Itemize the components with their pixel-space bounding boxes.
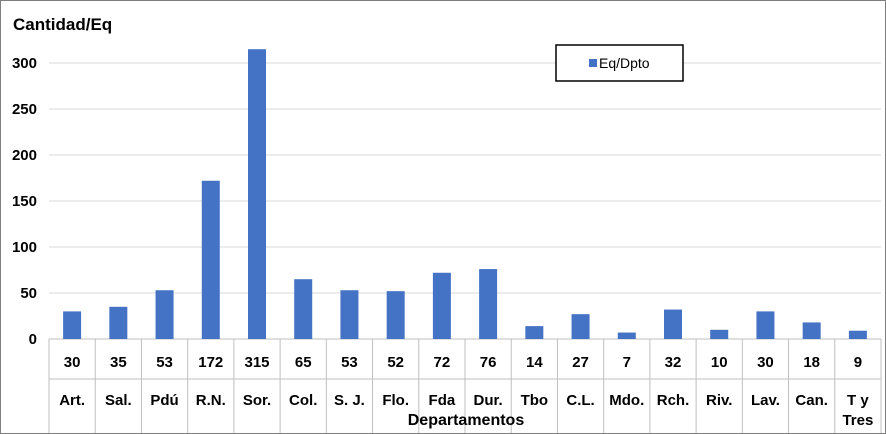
table-category: Flo.: [382, 392, 409, 409]
table-value: 35: [110, 354, 127, 371]
bar: [201, 180, 220, 339]
table-value: 76: [480, 354, 497, 371]
bar: [664, 309, 682, 339]
table-category: Dur.: [474, 392, 503, 409]
legend: Eq/Dpto: [555, 44, 684, 82]
table-category: Lav.: [751, 392, 780, 409]
table-value: 72: [434, 354, 451, 371]
bar: [340, 290, 359, 339]
y-tick-label: 100: [12, 239, 37, 256]
bar: [802, 322, 821, 339]
table-category: Fda: [429, 392, 456, 409]
table-value: 315: [244, 354, 269, 371]
y-tick-label: 200: [12, 147, 37, 164]
bar: [617, 332, 636, 339]
table-category: Sor.: [243, 392, 271, 409]
bar: [432, 272, 451, 339]
bar: [479, 269, 498, 339]
bar: [109, 306, 128, 339]
legend-label: Eq/Dpto: [599, 55, 650, 71]
y-tick-label: 300: [12, 55, 37, 72]
table-category: R.N.: [196, 392, 226, 409]
y-axis-ticks: 0 50 100 150 200 250 300: [12, 55, 37, 348]
table-value: 27: [572, 354, 589, 371]
table-value: 10: [711, 354, 728, 371]
bars: [63, 49, 867, 339]
table-category: T y: [847, 392, 869, 409]
table-value: 7: [623, 354, 631, 371]
bar: [386, 291, 405, 339]
table-category: Rch.: [657, 392, 690, 409]
bar: [294, 279, 313, 339]
x-axis-title: Departamentos: [408, 412, 525, 429]
bar: [848, 330, 867, 339]
table-value: 172: [198, 354, 223, 371]
table-value: 14: [526, 354, 543, 371]
bar: [155, 290, 174, 339]
y-tick-label: 50: [20, 285, 37, 302]
table-value: 30: [64, 354, 81, 371]
table-category: Art.: [59, 392, 85, 409]
legend-swatch: [589, 59, 597, 67]
table-category: C.L.: [566, 392, 594, 409]
bar: [571, 314, 590, 339]
legend-box: [555, 44, 684, 82]
table-value: 32: [665, 354, 682, 371]
y-axis-title: Cantidad/Eq: [13, 15, 112, 34]
table-value: 30: [757, 354, 774, 371]
table-category: Tbo: [521, 392, 549, 409]
table-category: Can.: [795, 392, 828, 409]
bar: [756, 311, 775, 339]
bar: [248, 49, 266, 339]
table-value: 65: [295, 354, 312, 371]
table-category: Riv.: [706, 392, 732, 409]
gridlines: [49, 62, 881, 340]
y-tick-label: 250: [12, 101, 37, 118]
bar: [525, 326, 544, 339]
table-value: 53: [156, 354, 173, 371]
table-category: Tres: [842, 412, 873, 429]
table-category: Mdo.: [609, 392, 644, 409]
table-value: 9: [854, 354, 862, 371]
bar: [710, 329, 729, 339]
table-category: Col.: [289, 392, 317, 409]
y-tick-label: 0: [29, 331, 37, 348]
y-tick-label: 150: [12, 193, 37, 210]
table-category: S. J.: [334, 392, 365, 409]
table-value: 18: [803, 354, 820, 371]
table-value: 53: [341, 354, 358, 371]
data-table: 30 Art. 35 Sal. 53 Pdú 172 R.N. 315 Sor. 65 Col. 53 S…: [48, 339, 882, 433]
table-value: 52: [387, 354, 404, 371]
table-category: Pdú: [150, 392, 178, 409]
bar: [63, 311, 82, 339]
table-category: Sal.: [105, 392, 132, 409]
